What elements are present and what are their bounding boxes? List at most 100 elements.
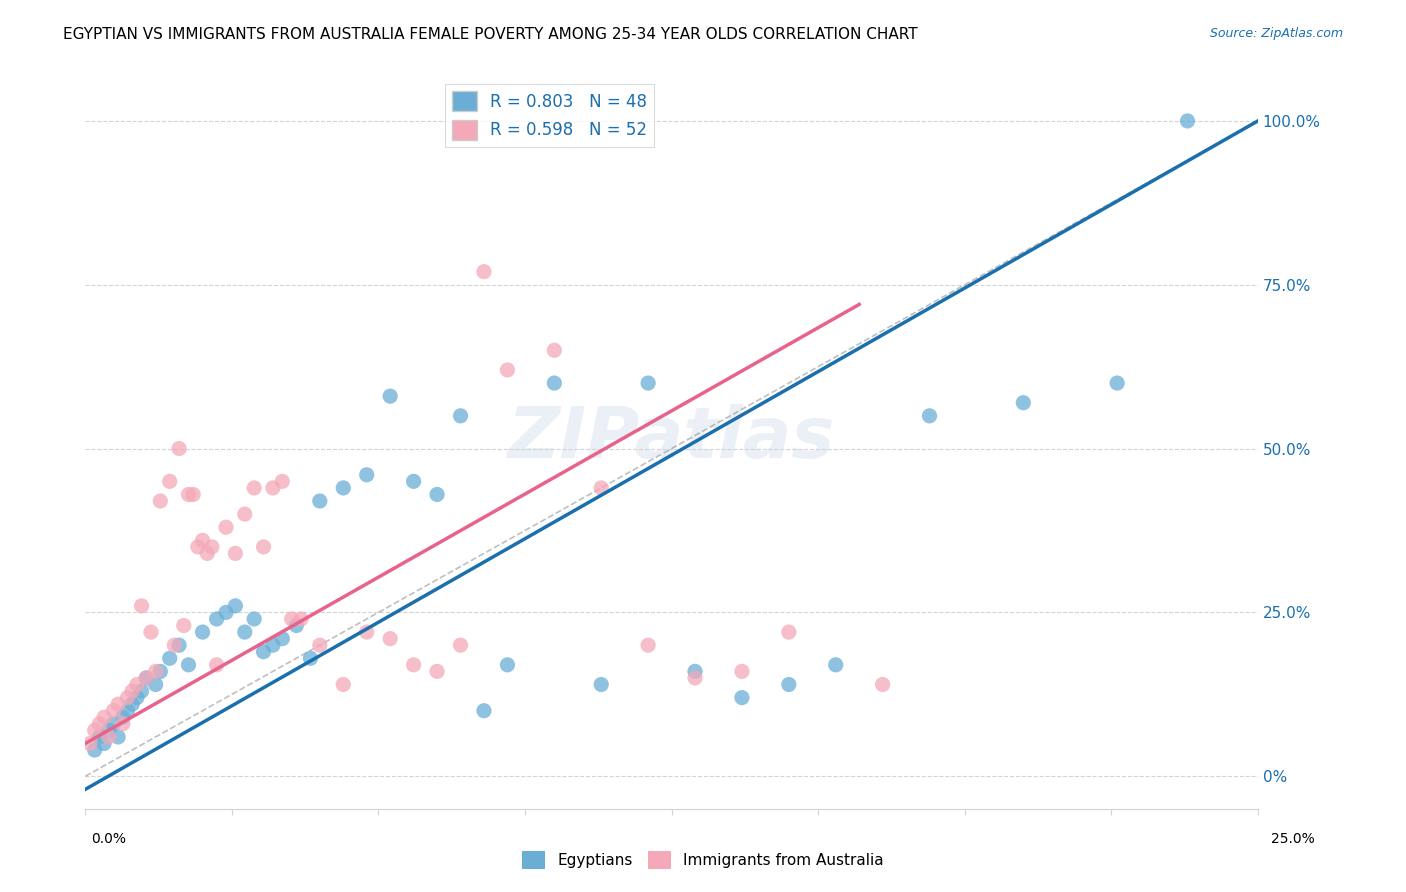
Point	[872, 677, 894, 691]
Point	[271, 632, 294, 646]
Point	[125, 690, 148, 705]
Point	[496, 657, 519, 672]
Point	[243, 481, 266, 495]
Point	[135, 671, 157, 685]
Point	[778, 625, 800, 640]
Point	[83, 723, 105, 738]
Point	[117, 690, 139, 705]
Point	[683, 665, 706, 679]
Point	[111, 716, 134, 731]
Point	[450, 409, 472, 423]
Point	[131, 599, 153, 613]
Point	[280, 612, 302, 626]
Legend: R = 0.803   N = 48, R = 0.598   N = 52: R = 0.803 N = 48, R = 0.598 N = 52	[446, 84, 654, 146]
Point	[472, 704, 495, 718]
Point	[233, 625, 256, 640]
Point	[271, 475, 294, 489]
Point	[191, 533, 214, 548]
Legend: Egyptians, Immigrants from Australia: Egyptians, Immigrants from Australia	[516, 845, 890, 875]
Point	[356, 467, 378, 482]
Point	[191, 625, 214, 640]
Point	[79, 736, 101, 750]
Point	[262, 638, 284, 652]
Point	[224, 599, 246, 613]
Point	[918, 409, 941, 423]
Point	[167, 638, 190, 652]
Point	[93, 710, 115, 724]
Point	[103, 704, 125, 718]
Point	[450, 638, 472, 652]
Text: 25.0%: 25.0%	[1271, 832, 1315, 846]
Point	[543, 376, 565, 390]
Point	[543, 343, 565, 358]
Point	[177, 487, 200, 501]
Point	[149, 494, 172, 508]
Point	[252, 645, 274, 659]
Point	[201, 540, 224, 554]
Point	[637, 376, 659, 390]
Point	[778, 677, 800, 691]
Point	[378, 389, 401, 403]
Point	[426, 665, 449, 679]
Point	[1107, 376, 1129, 390]
Point	[173, 618, 195, 632]
Point	[131, 684, 153, 698]
Point	[205, 612, 228, 626]
Point	[163, 638, 186, 652]
Point	[224, 546, 246, 560]
Point	[107, 697, 129, 711]
Point	[121, 684, 143, 698]
Point	[149, 665, 172, 679]
Point	[233, 507, 256, 521]
Point	[107, 730, 129, 744]
Point	[683, 671, 706, 685]
Point	[97, 723, 120, 738]
Text: 0.0%: 0.0%	[91, 832, 127, 846]
Point	[125, 677, 148, 691]
Point	[378, 632, 401, 646]
Point	[181, 487, 204, 501]
Point	[93, 736, 115, 750]
Point	[308, 494, 330, 508]
Point	[262, 481, 284, 495]
Point	[215, 606, 238, 620]
Point	[145, 665, 167, 679]
Point	[139, 625, 162, 640]
Point	[252, 540, 274, 554]
Point	[824, 657, 846, 672]
Point	[215, 520, 238, 534]
Text: Source: ZipAtlas.com: Source: ZipAtlas.com	[1209, 27, 1343, 40]
Point	[103, 716, 125, 731]
Point	[1012, 395, 1035, 409]
Point	[637, 638, 659, 652]
Point	[402, 657, 425, 672]
Point	[402, 475, 425, 489]
Point	[731, 665, 754, 679]
Point	[195, 546, 218, 560]
Point	[97, 730, 120, 744]
Point	[731, 690, 754, 705]
Point	[308, 638, 330, 652]
Point	[145, 677, 167, 691]
Point	[159, 475, 181, 489]
Point	[1177, 114, 1199, 128]
Point	[332, 677, 354, 691]
Point	[426, 487, 449, 501]
Point	[290, 612, 312, 626]
Point	[83, 743, 105, 757]
Point	[89, 716, 111, 731]
Point	[117, 704, 139, 718]
Point	[135, 671, 157, 685]
Point	[591, 677, 613, 691]
Point	[111, 710, 134, 724]
Text: EGYPTIAN VS IMMIGRANTS FROM AUSTRALIA FEMALE POVERTY AMONG 25-34 YEAR OLDS CORRE: EGYPTIAN VS IMMIGRANTS FROM AUSTRALIA FE…	[63, 27, 918, 42]
Point	[205, 657, 228, 672]
Point	[591, 481, 613, 495]
Point	[243, 612, 266, 626]
Point	[177, 657, 200, 672]
Point	[332, 481, 354, 495]
Point	[121, 697, 143, 711]
Point	[187, 540, 209, 554]
Point	[89, 730, 111, 744]
Point	[356, 625, 378, 640]
